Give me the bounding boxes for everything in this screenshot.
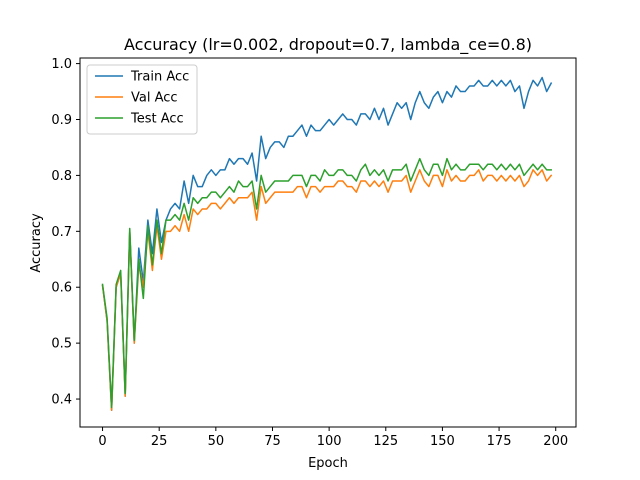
legend: Train Acc Val Acc Test Acc (86, 64, 198, 135)
x-tick-label: 50 (208, 434, 225, 449)
y-axis: 0.4 0.5 0.6 0.7 0.8 0.9 1.0 (51, 57, 80, 408)
plot-frame (79, 57, 577, 428)
series-line-val-acc (101, 169, 553, 411)
y-tick-label: 0.9 (51, 113, 72, 128)
x-tick-label: 125 (373, 434, 398, 449)
y-tick-label: 0.8 (51, 169, 72, 184)
series-layer (101, 76, 553, 411)
series-line-test-acc (101, 157, 552, 409)
y-tick-label: 0.6 (51, 281, 72, 296)
y-tick-label: 0.5 (51, 337, 72, 352)
legend-label: Train Acc (130, 70, 189, 85)
x-tick-label: 200 (543, 434, 568, 449)
y-tick-label: 1.0 (51, 57, 72, 72)
legend-box (86, 64, 198, 135)
y-axis-title: Accuracy (29, 213, 44, 273)
x-tick-label: 75 (264, 434, 281, 449)
x-tick-label: 25 (151, 434, 168, 449)
y-tick-label: 0.4 (51, 393, 72, 408)
x-axis: 0 25 50 75 100 125 150 175 200 (98, 427, 568, 449)
legend-label: Test Acc (130, 112, 184, 127)
y-tick-label: 0.7 (51, 225, 72, 240)
series-line-train-acc (101, 76, 553, 411)
legend-label: Val Acc (131, 91, 178, 106)
x-tick-label: 100 (317, 434, 342, 449)
x-tick-label: 175 (487, 434, 512, 449)
x-tick-label: 150 (430, 434, 455, 449)
x-axis-title: Epoch (308, 456, 348, 471)
x-tick-label: 0 (98, 434, 106, 449)
chart-title: Accuracy (lr=0.002, dropout=0.7, lambda_… (124, 35, 532, 55)
